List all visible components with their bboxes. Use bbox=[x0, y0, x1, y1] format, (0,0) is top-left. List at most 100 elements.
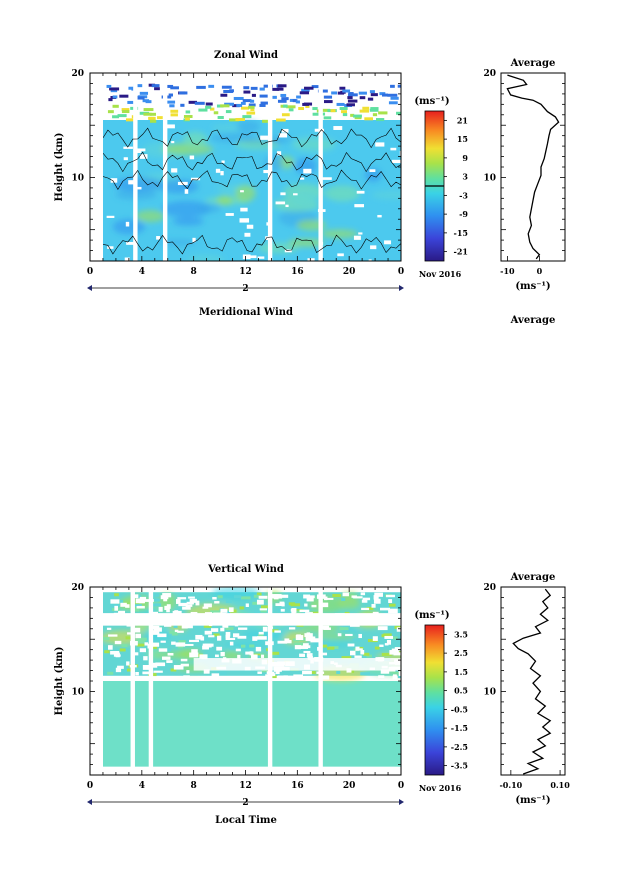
field-hole bbox=[142, 665, 150, 670]
field-hole bbox=[139, 598, 145, 603]
field-blob bbox=[212, 587, 261, 600]
field-cell bbox=[263, 639, 271, 643]
field-cell bbox=[313, 648, 318, 652]
field-cell bbox=[217, 595, 223, 599]
field-cell bbox=[229, 646, 239, 650]
field-cell bbox=[259, 87, 265, 91]
field-hole bbox=[242, 254, 251, 260]
field-hole bbox=[152, 625, 160, 630]
contour-zero bbox=[102, 169, 401, 190]
field-layer bbox=[102, 73, 401, 261]
field-hole bbox=[288, 627, 296, 630]
field-hole bbox=[160, 640, 166, 643]
field-cell bbox=[392, 636, 398, 640]
month-label: Nov 2016 bbox=[419, 269, 462, 279]
field-hole bbox=[257, 671, 262, 674]
field-cell bbox=[347, 99, 358, 103]
field-cell bbox=[352, 638, 361, 642]
profile-x-tick-label: -0.10 bbox=[499, 780, 522, 790]
field-cell bbox=[310, 611, 321, 615]
field-cell bbox=[134, 96, 145, 100]
field-hole bbox=[384, 635, 394, 639]
field-cell bbox=[367, 97, 374, 101]
field-cell bbox=[260, 101, 269, 105]
field-cell bbox=[387, 93, 398, 97]
profile-line bbox=[512, 588, 552, 775]
field-hole bbox=[186, 604, 193, 607]
field-hole bbox=[285, 204, 289, 208]
field-cell bbox=[353, 114, 362, 118]
field-cell bbox=[157, 116, 163, 120]
field-blob bbox=[263, 154, 284, 172]
field-hole bbox=[189, 598, 197, 603]
field-hole bbox=[220, 627, 225, 632]
field-hole bbox=[305, 636, 316, 641]
field-hole bbox=[379, 644, 384, 647]
x-tick-label: 12 bbox=[239, 781, 252, 791]
field-hole bbox=[270, 671, 275, 675]
contour-lines bbox=[102, 127, 401, 255]
x-tick-label: 4 bbox=[139, 781, 145, 791]
field-hole bbox=[293, 193, 298, 196]
field-cell bbox=[400, 669, 401, 673]
field-cell bbox=[152, 593, 160, 597]
colorbar: (ms⁻¹) 21 15 9 3 -3 -9 -15 -21 bbox=[414, 96, 468, 262]
field-cell bbox=[166, 84, 174, 88]
profile-y-tick-label: 10 bbox=[483, 687, 496, 697]
field-hole bbox=[183, 625, 193, 629]
field-cell bbox=[288, 108, 294, 112]
field-cell bbox=[184, 117, 190, 121]
field-hole bbox=[186, 670, 190, 674]
field-cell bbox=[390, 96, 399, 100]
field-hole bbox=[274, 630, 281, 633]
field-cell bbox=[229, 89, 234, 93]
field-hole bbox=[388, 599, 393, 604]
field-hole bbox=[208, 635, 215, 638]
field-cell bbox=[220, 104, 230, 108]
field-hole bbox=[250, 654, 258, 660]
colorbar-tick-label: -3 bbox=[459, 190, 468, 200]
field-hole bbox=[265, 236, 270, 241]
field-hole bbox=[211, 673, 220, 679]
field-hole bbox=[171, 141, 175, 144]
field-blob bbox=[158, 239, 199, 246]
field-hole bbox=[368, 259, 372, 261]
field-cell bbox=[109, 87, 120, 91]
field-blob bbox=[216, 195, 234, 206]
field-blob bbox=[288, 238, 325, 247]
contour-zero bbox=[102, 127, 401, 149]
colorbar-tick-label: 3.5 bbox=[454, 629, 468, 639]
y-tick-label: 10 bbox=[71, 687, 84, 697]
field-cell bbox=[270, 87, 280, 91]
field-cell bbox=[254, 610, 261, 614]
field-hole bbox=[258, 631, 264, 635]
field-cell bbox=[248, 105, 255, 109]
field-hole bbox=[203, 603, 212, 608]
field-hole bbox=[174, 629, 179, 633]
field-hole bbox=[358, 232, 363, 235]
field-hole bbox=[392, 674, 397, 679]
field-cell bbox=[168, 93, 173, 97]
field-hole bbox=[291, 609, 296, 615]
field-cell bbox=[170, 86, 179, 90]
y-axis-label: Height (km) bbox=[54, 133, 65, 202]
field-cell bbox=[165, 648, 172, 652]
field-hole bbox=[114, 605, 119, 611]
field-cell bbox=[308, 670, 316, 674]
field-cell bbox=[106, 84, 112, 88]
field-cell bbox=[364, 117, 373, 121]
field-cell bbox=[239, 606, 245, 610]
field-cell bbox=[188, 100, 197, 104]
field-hole bbox=[358, 633, 362, 639]
field-hole bbox=[135, 633, 141, 639]
field-hole bbox=[184, 189, 189, 194]
field-cell bbox=[323, 95, 333, 99]
field-cell bbox=[339, 106, 348, 110]
field-hole bbox=[117, 665, 124, 669]
field-hole bbox=[326, 597, 334, 600]
field-cell bbox=[250, 108, 255, 112]
field-cell bbox=[283, 104, 288, 108]
field-hole bbox=[189, 652, 199, 658]
field-cell bbox=[276, 118, 286, 122]
field-hole bbox=[152, 630, 160, 635]
